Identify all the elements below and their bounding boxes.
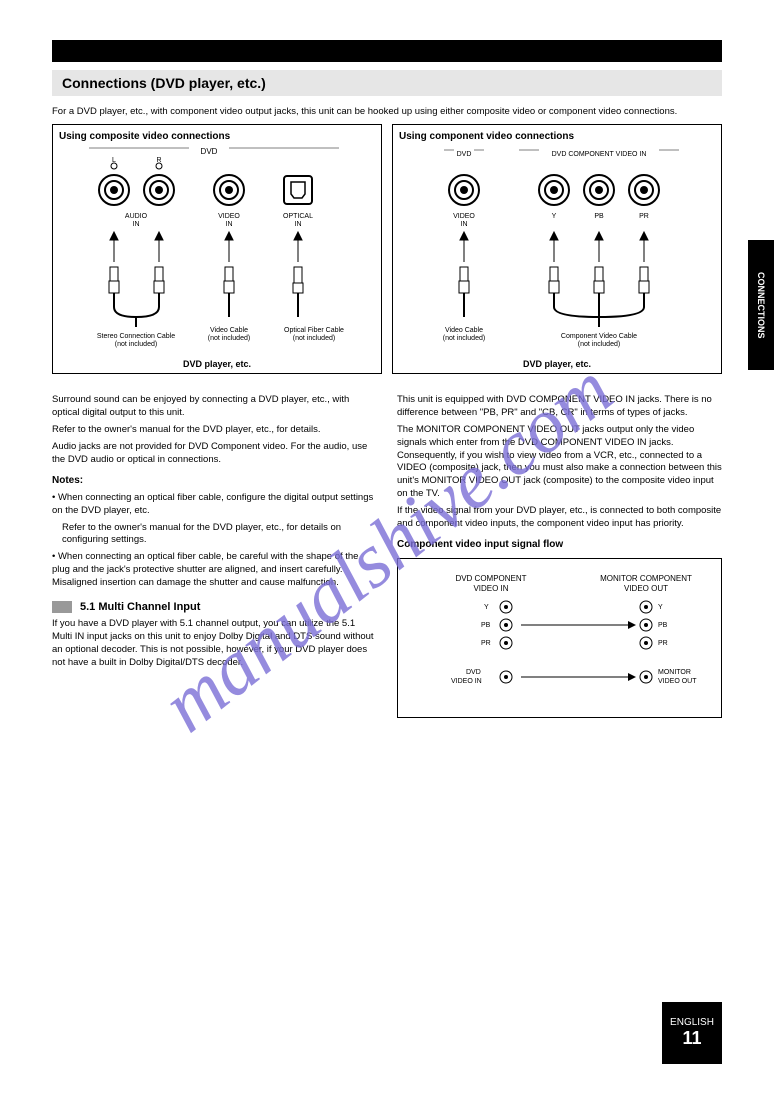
plugs-r [459,267,649,327]
sub-title: Component video input signal flow [397,538,722,552]
svg-text:VIDEO OUT: VIDEO OUT [624,584,668,593]
svg-text:MONITOR: MONITOR [658,669,691,676]
lc-p1b: Refer to the owner's manual for the DVD … [52,424,377,437]
diagram-component: Using component video connections DVD DV… [392,124,722,374]
arrows-r [460,232,648,262]
svg-text:DVD COMPONENT VIDEO IN: DVD COMPONENT VIDEO IN [552,151,647,158]
right-column: This unit is equipped with DVD COMPONENT… [397,390,722,718]
signal-flow-svg: DVD COMPONENT VIDEO IN MONITOR COMPONENT… [406,567,706,707]
footer-page: 11 [682,1028,701,1049]
svg-text:VIDEO: VIDEO [218,213,240,220]
signal-flow-box: DVD COMPONENT VIDEO IN MONITOR COMPONENT… [397,558,722,718]
svg-text:(not included): (not included) [115,341,157,348]
sidebar-tab: CONNECTIONS [748,240,774,370]
svg-text:L: L [112,157,116,164]
notes-title: Notes: [52,474,377,488]
tip-head-text: 5.1 Multi Channel Input [80,600,200,615]
rc-p1: This unit is equipped with DVD COMPONENT… [397,394,722,420]
svg-text:Component Video Cable: Component Video Cable [561,333,637,340]
svg-text:PB: PB [594,213,604,220]
diagram-left-footer: DVD player, etc. [53,359,381,369]
header-bar [52,40,722,62]
svg-text:PR: PR [658,640,668,647]
lc-p2: Audio jacks are not provided for DVD Com… [52,441,377,467]
pr-jack: PR [629,175,659,220]
section-title: Connections (DVD player, etc.) [62,75,266,91]
lc-n1b: Refer to the owner's manual for the DVD … [62,522,377,548]
diagram-composite: Using composite video connections DVD L [52,124,382,374]
svg-text:AUDIO: AUDIO [125,213,148,220]
footer-block: ENGLISH 11 [662,1002,722,1064]
rc-p3: If the video signal from your DVD player… [397,505,722,531]
pb-jack: PB [584,175,614,220]
svg-text:PB: PB [658,622,668,629]
intro-text: For a DVD player, etc., with component v… [52,106,722,118]
video-jack-r: VIDEO IN [449,175,479,228]
svg-text:R: R [156,157,161,164]
rca-plugs [109,267,303,327]
diagram-right-heading: Using component video connections [399,131,715,142]
tip-body: If you have a DVD player with 5.1 channe… [52,618,377,669]
svg-text:VIDEO IN: VIDEO IN [473,584,508,593]
svg-text:Y: Y [484,604,489,611]
svg-text:(not included): (not included) [293,335,335,342]
dvd-label: DVD [201,147,218,156]
svg-text:VIDEO OUT: VIDEO OUT [658,678,697,685]
grey-square-icon [52,601,72,613]
svg-text:Y: Y [658,604,663,611]
svg-text:IN: IN [461,221,468,228]
svg-text:PB: PB [481,622,491,629]
svg-text:DVD: DVD [466,669,481,676]
arrows [110,232,302,262]
component-svg: DVD DVD COMPONENT VIDEO IN VIDEO IN [399,142,709,352]
svg-text:OPTICAL: OPTICAL [283,213,313,220]
diagram-row: Using composite video connections DVD L [52,124,722,374]
page: Connections (DVD player, etc.) For a DVD… [0,0,774,1094]
lc-p1: Surround sound can be enjoyed by connect… [52,394,377,420]
lc-n2: • When connecting an optical fiber cable… [52,551,377,589]
svg-text:(not included): (not included) [443,335,485,342]
svg-text:(not included): (not included) [208,335,250,342]
svg-text:PR: PR [639,213,649,220]
optical-jack: OPTICAL IN [283,176,313,228]
diagram-right-footer: DVD player, etc. [393,359,721,369]
svg-text:Stereo Connection Cable: Stereo Connection Cable [97,333,175,340]
svg-text:DVD COMPONENT: DVD COMPONENT [455,574,526,583]
svg-text:IN: IN [295,221,302,228]
svg-text:PR: PR [481,640,491,647]
two-col: Surround sound can be enjoyed by connect… [52,390,722,718]
tip-head: 5.1 Multi Channel Input [52,600,377,615]
audio-r-jack: R [144,157,174,205]
sidebar-label: CONNECTIONS [756,272,766,339]
svg-text:(not included): (not included) [578,341,620,348]
diagram-left-heading: Using composite video connections [59,131,375,142]
svg-text:DVD: DVD [457,151,472,158]
flow-right-jacks: Y PB PR [640,601,668,649]
svg-text:Optical Fiber Cable: Optical Fiber Cable [284,327,344,334]
lc-n1: • When connecting an optical fiber cable… [52,492,377,518]
svg-text:VIDEO IN: VIDEO IN [451,678,482,685]
svg-text:IN: IN [226,221,233,228]
audio-l-jack: L [99,157,129,205]
y-jack: Y [539,175,569,220]
rc-p2: The MONITOR COMPONENT VIDEO OUT jacks ou… [397,424,722,501]
section-title-bar: Connections (DVD player, etc.) [52,70,722,96]
svg-text:IN: IN [133,221,140,228]
flow-left-jacks: Y PB PR [481,601,512,649]
svg-text:Video Cable: Video Cable [445,327,483,334]
composite-svg: DVD L R AUDI [59,142,369,352]
svg-text:Y: Y [552,213,557,220]
svg-text:MONITOR COMPONENT: MONITOR COMPONENT [600,574,692,583]
svg-text:Video Cable: Video Cable [210,327,248,334]
svg-text:VIDEO: VIDEO [453,213,475,220]
video-jack: VIDEO IN [214,175,244,228]
footer-lang: ENGLISH [670,1017,714,1028]
left-column: Surround sound can be enjoyed by connect… [52,390,377,718]
